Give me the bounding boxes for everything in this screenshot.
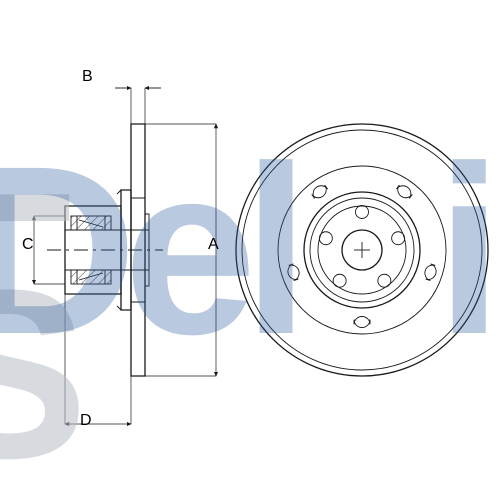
- technical-drawing: [0, 0, 500, 500]
- dim-label-a: A: [208, 236, 219, 254]
- dim-label-b: B: [82, 68, 93, 86]
- dim-label-d: D: [80, 412, 92, 430]
- diagram-canvas: L S Del i A B C D: [0, 0, 500, 500]
- dim-label-c: C: [22, 236, 34, 254]
